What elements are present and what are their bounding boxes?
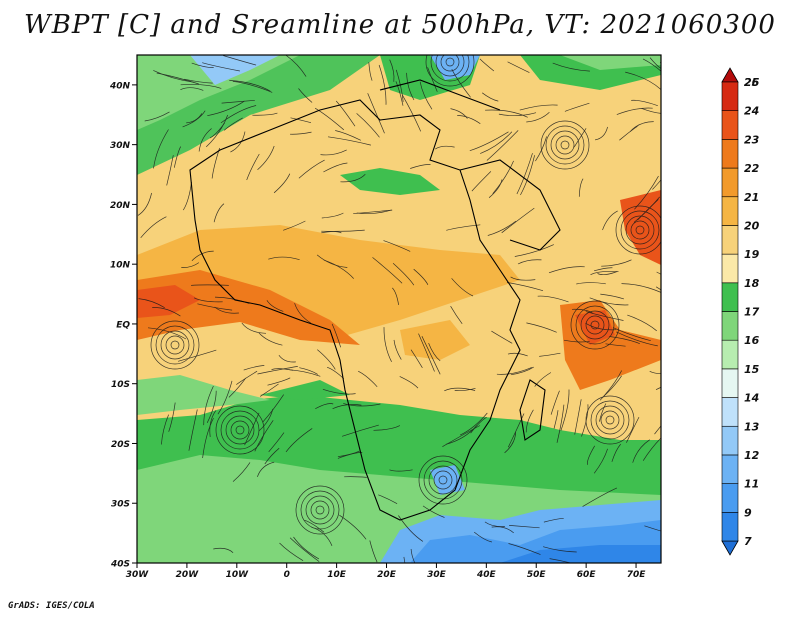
colorbar-label: 22	[744, 162, 760, 175]
colorbar-label: 13	[744, 420, 760, 433]
colorbar-label: 15	[744, 363, 760, 376]
lon-tick-label: 20W	[176, 570, 200, 580]
colorbar-swatch	[721, 368, 739, 398]
colorbar-swatch	[721, 139, 739, 169]
lon-tick-label: 30W	[126, 570, 150, 580]
colorbar-swatch	[721, 311, 739, 341]
longitude-axis: 30W 20W 10W 0 10E 20E 30E 40E 50E 60E 70E	[126, 563, 646, 580]
chart-title: WBPT [C] and Sreamline at 500hPa, VT: 20…	[24, 10, 776, 40]
lat-tick-label: 10N	[110, 261, 131, 271]
colorbar-label: 18	[744, 277, 760, 290]
latitude-axis: 40N 30N 20N 10N EQ 10S 20S 30S 40S	[109, 81, 137, 570]
colorbar-swatch	[721, 196, 739, 226]
colorbar-label: 12	[744, 449, 760, 462]
streamlines	[137, 55, 661, 563]
lon-tick-label: 10W	[226, 570, 250, 580]
colorbar-label: 26	[744, 76, 760, 89]
lat-tick-label: 10S	[111, 380, 130, 390]
colorbar-label: 11	[744, 478, 759, 491]
map-frame	[136, 54, 662, 564]
lon-tick-label: 0	[284, 570, 290, 580]
map-plot-area	[137, 55, 661, 563]
lat-tick-label: 40S	[110, 560, 130, 570]
lat-tick-label: 20S	[111, 440, 130, 450]
lat-tick-label: 40N	[109, 81, 131, 91]
colorbar-label: 21	[744, 191, 759, 204]
lon-tick-label: 30E	[427, 570, 447, 580]
colorbar-bottom-arrow	[721, 540, 739, 556]
lon-tick-label: 70E	[627, 570, 647, 580]
colorbar-swatch	[721, 167, 739, 198]
colorbar-label: 24	[744, 105, 759, 118]
lon-tick-label: 60E	[577, 570, 597, 580]
colorbar-label: 14	[744, 392, 759, 405]
colorbar-swatch	[721, 483, 739, 513]
lon-tick-label: 10E	[327, 570, 347, 580]
colorbar-swatch	[721, 253, 739, 284]
colorbar-swatch	[721, 454, 739, 484]
colorbar-label: 7	[744, 535, 752, 548]
lat-tick-label: 30N	[110, 141, 131, 151]
colorbar-label: 16	[744, 334, 760, 347]
colorbar-label: 20	[744, 219, 760, 232]
colorbar-label: 17	[744, 306, 760, 319]
colorbar-swatch	[721, 110, 739, 140]
colorbar-label: 19	[744, 248, 760, 261]
lon-tick-label: 20E	[377, 570, 397, 580]
colorbar-swatch	[721, 225, 739, 255]
coastlines	[189, 79, 561, 521]
lat-tick-label: 30S	[111, 500, 130, 510]
lon-tick-label: 50E	[527, 570, 547, 580]
colorbar-label: 9	[744, 506, 752, 519]
lat-tick-label: EQ	[116, 320, 130, 330]
colorbar-swatch	[721, 81, 739, 111]
lon-tick-label: 40E	[476, 570, 497, 580]
colorbar-swatch	[721, 339, 739, 370]
colorbar-swatch	[721, 397, 739, 427]
lat-tick-label: 20N	[110, 201, 131, 211]
colorbar-swatch	[721, 425, 739, 456]
colorbar-top-arrow	[721, 67, 739, 83]
colorbar-swatch	[721, 512, 739, 542]
colorbar-label: 23	[744, 133, 760, 146]
colorbar-label: 25	[744, 76, 760, 89]
credit-text: GrADS: IGES/COLA	[8, 601, 95, 611]
colorbar-swatch	[721, 282, 739, 312]
